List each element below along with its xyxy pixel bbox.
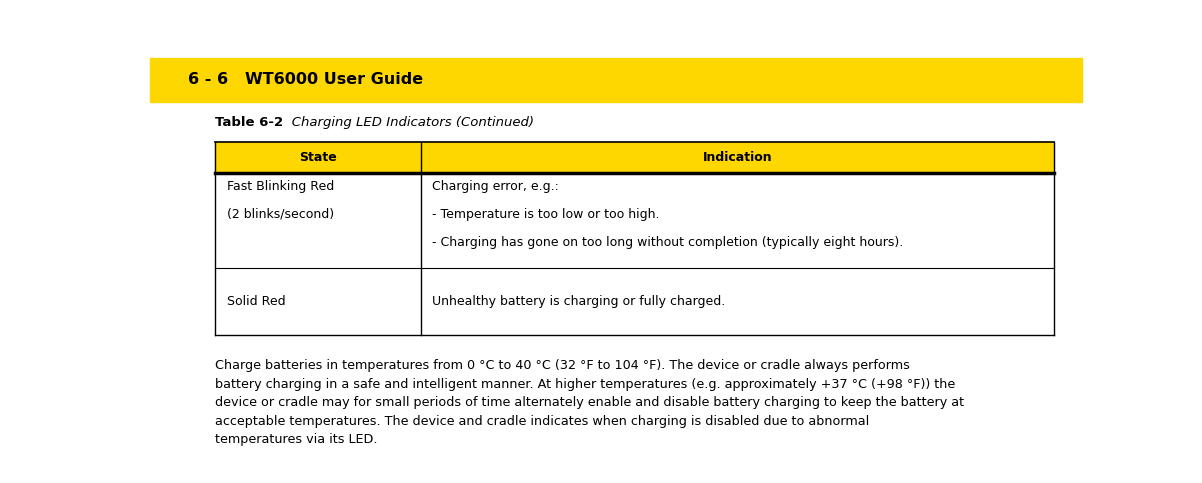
Text: Table 6-2: Table 6-2 xyxy=(215,115,284,128)
Text: State: State xyxy=(299,151,337,164)
Text: (2 blinks/second): (2 blinks/second) xyxy=(227,208,334,221)
Text: Charging LED Indicators (Continued): Charging LED Indicators (Continued) xyxy=(279,115,534,128)
Text: Solid Red: Solid Red xyxy=(227,295,285,308)
Bar xyxy=(150,58,1082,102)
Text: Charge batteries in temperatures from 0 °C to 40 °C (32 °F to 104 °F). The devic: Charge batteries in temperatures from 0 … xyxy=(215,359,964,446)
Text: - Temperature is too low or too high.: - Temperature is too low or too high. xyxy=(432,208,660,221)
Text: Charging error, e.g.:: Charging error, e.g.: xyxy=(432,180,559,193)
Text: Fast Blinking Red: Fast Blinking Red xyxy=(227,180,334,193)
Bar xyxy=(215,142,1054,173)
Text: Indication: Indication xyxy=(702,151,772,164)
Text: - Charging has gone on too long without completion (typically eight hours).: - Charging has gone on too long without … xyxy=(432,236,903,249)
Text: 6 - 6   WT6000 User Guide: 6 - 6 WT6000 User Guide xyxy=(188,72,423,87)
Text: Unhealthy battery is charging or fully charged.: Unhealthy battery is charging or fully c… xyxy=(432,295,725,308)
